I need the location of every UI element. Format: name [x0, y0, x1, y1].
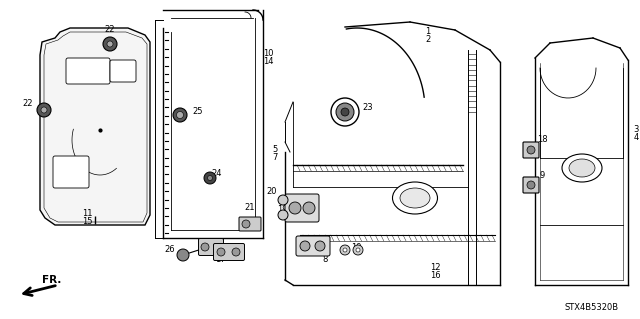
- Circle shape: [242, 220, 250, 228]
- Circle shape: [204, 172, 216, 184]
- Text: 3: 3: [634, 125, 639, 135]
- Circle shape: [278, 210, 288, 220]
- Ellipse shape: [569, 159, 595, 177]
- Circle shape: [336, 103, 354, 121]
- Circle shape: [177, 249, 189, 261]
- Text: 22: 22: [105, 26, 115, 34]
- Circle shape: [315, 241, 325, 251]
- Text: 4: 4: [634, 133, 639, 143]
- Circle shape: [300, 241, 310, 251]
- Circle shape: [341, 108, 349, 116]
- Circle shape: [340, 245, 350, 255]
- Circle shape: [527, 146, 535, 154]
- FancyBboxPatch shape: [66, 58, 110, 84]
- Circle shape: [217, 248, 225, 256]
- Text: 11: 11: [82, 209, 92, 218]
- Circle shape: [177, 112, 184, 118]
- Text: 24: 24: [212, 168, 222, 177]
- FancyBboxPatch shape: [239, 217, 261, 231]
- Text: 19: 19: [276, 205, 287, 214]
- Text: 19: 19: [351, 243, 361, 253]
- Circle shape: [331, 98, 359, 126]
- Ellipse shape: [562, 154, 602, 182]
- Text: 15: 15: [82, 217, 92, 226]
- Text: 8: 8: [323, 256, 328, 264]
- Text: 16: 16: [429, 271, 440, 280]
- Text: 2: 2: [426, 34, 431, 43]
- Circle shape: [173, 108, 187, 122]
- FancyBboxPatch shape: [296, 236, 330, 256]
- Text: 18: 18: [537, 136, 547, 145]
- Circle shape: [303, 202, 315, 214]
- Text: 20: 20: [303, 238, 313, 247]
- Circle shape: [527, 181, 535, 189]
- Text: 23: 23: [363, 102, 373, 112]
- Circle shape: [278, 195, 288, 205]
- Text: 13: 13: [214, 248, 225, 256]
- Text: FR.: FR.: [42, 275, 61, 285]
- Text: 7: 7: [272, 153, 278, 162]
- Text: 22: 22: [23, 99, 33, 108]
- Circle shape: [103, 37, 117, 51]
- FancyBboxPatch shape: [285, 194, 319, 222]
- FancyBboxPatch shape: [214, 243, 244, 261]
- Text: 17: 17: [214, 256, 225, 264]
- Text: 9: 9: [540, 170, 545, 180]
- Text: 12: 12: [429, 263, 440, 272]
- Circle shape: [107, 41, 113, 47]
- Circle shape: [207, 175, 212, 181]
- Text: 10: 10: [263, 49, 273, 58]
- Circle shape: [37, 103, 51, 117]
- Text: 5: 5: [273, 145, 278, 154]
- Circle shape: [289, 202, 301, 214]
- Ellipse shape: [392, 182, 438, 214]
- Text: STX4B5320B: STX4B5320B: [565, 303, 619, 313]
- Text: 6: 6: [323, 248, 328, 256]
- Circle shape: [41, 107, 47, 113]
- Circle shape: [356, 248, 360, 252]
- Circle shape: [353, 245, 363, 255]
- Circle shape: [201, 243, 209, 251]
- Text: 20: 20: [267, 188, 277, 197]
- Polygon shape: [40, 28, 150, 225]
- FancyBboxPatch shape: [53, 156, 89, 188]
- Text: 26: 26: [164, 246, 175, 255]
- Text: 14: 14: [263, 57, 273, 66]
- Ellipse shape: [400, 188, 430, 208]
- FancyBboxPatch shape: [110, 60, 136, 82]
- FancyBboxPatch shape: [198, 239, 223, 256]
- FancyBboxPatch shape: [523, 177, 539, 193]
- Text: 21: 21: [244, 203, 255, 211]
- Circle shape: [343, 248, 347, 252]
- Text: 1: 1: [426, 26, 431, 35]
- Text: 25: 25: [193, 108, 204, 116]
- Circle shape: [232, 248, 240, 256]
- FancyBboxPatch shape: [523, 142, 539, 158]
